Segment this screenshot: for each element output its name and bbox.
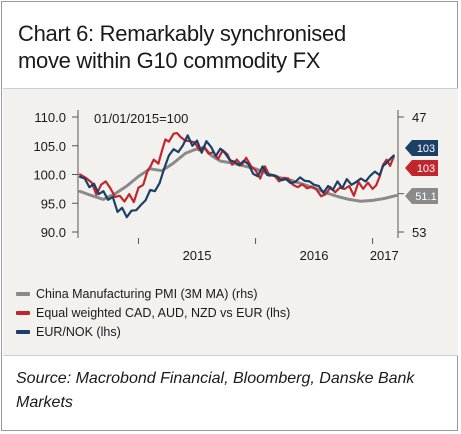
legend-swatch: [16, 329, 30, 334]
source-divider: [3, 355, 458, 356]
legend-label: Equal weighted CAD, AUD, NZD vs EUR (lhs…: [36, 305, 291, 320]
series-line: [78, 134, 395, 219]
legend-item: EUR/NOK (lhs): [16, 322, 446, 341]
chart-legend: China Manufacturing PMI (3M MA) (rhs) Equ…: [16, 284, 446, 341]
legend-swatch: [16, 291, 30, 296]
chart-title-line-1: Chart 6: Remarkably synchronised: [18, 21, 346, 46]
chart-title: Chart 6: Remarkably synchronised move wi…: [18, 20, 448, 74]
left-axis-tick-label: 90.0: [41, 225, 66, 240]
series-line: [78, 132, 395, 204]
chart-title-line-2: move within G10 commodity FX: [18, 48, 321, 73]
legend-item: Equal weighted CAD, AUD, NZD vs EUR (lhs…: [16, 303, 446, 322]
chart-source: Source: Macrobond Financial, Bloomberg, …: [16, 370, 415, 411]
series-line: [78, 146, 398, 203]
left-axis-tick-label: 110.0: [34, 110, 66, 125]
left-axis-tick-label: 105.0: [33, 139, 66, 154]
series-end-label: 103: [417, 143, 435, 155]
series-end-label-tag: [405, 160, 438, 176]
left-axis-tick-label: 95.0: [41, 196, 66, 211]
right-axis-tick-label: 53: [412, 225, 426, 240]
legend-item: China Manufacturing PMI (3M MA) (rhs): [16, 284, 446, 303]
right-axis-tick-label: 47: [412, 110, 426, 125]
legend-label: China Manufacturing PMI (3M MA) (rhs): [36, 286, 258, 301]
title-divider: [3, 88, 458, 89]
legend-swatch: [16, 310, 30, 315]
x-axis-tick-label: 2015: [183, 248, 212, 263]
left-axis-tick-label: 100.0: [33, 168, 66, 183]
plot-background: [3, 89, 458, 355]
chart-annotation: 01/01/2015=100: [94, 111, 188, 126]
series-end-label: 51.1: [415, 191, 436, 203]
series-end-label: 103: [417, 163, 435, 175]
series-end-label-tag: [405, 140, 438, 156]
x-axis-tick-label: 2016: [300, 248, 329, 263]
series-end-label-tag: [405, 188, 438, 204]
legend-label: EUR/NOK (lhs): [36, 324, 121, 339]
x-axis-tick-label: 2017: [370, 248, 399, 263]
